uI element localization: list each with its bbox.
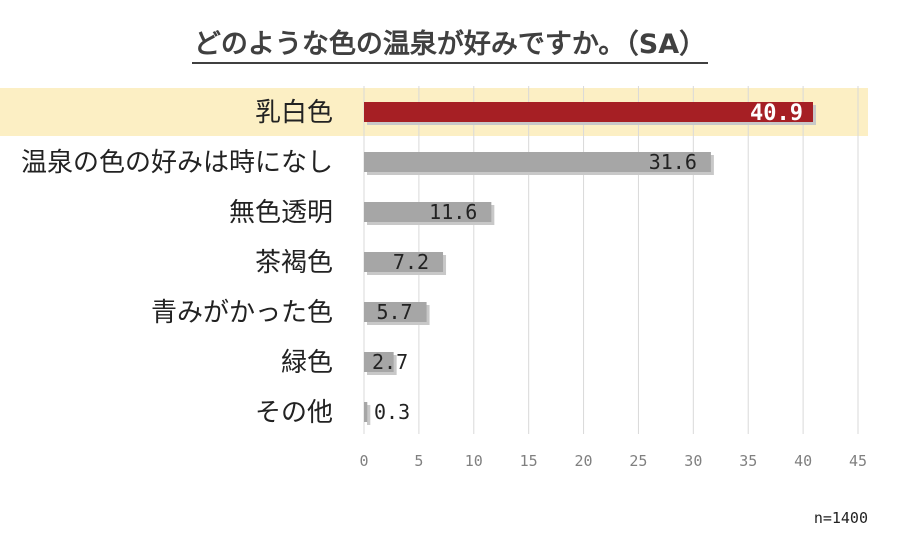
- category-label: 緑色: [281, 348, 333, 378]
- bar: [364, 302, 427, 322]
- x-tick-label: 5: [414, 452, 423, 470]
- category-label: 温泉の色の好みは時になし: [21, 148, 333, 178]
- category-label: 茶褐色: [255, 248, 333, 278]
- bar: [364, 402, 368, 422]
- chart-title-text: どのような色の温泉が好みですか。（SA）: [191, 29, 709, 64]
- bar: [364, 352, 394, 372]
- x-tick-label: 10: [465, 452, 483, 470]
- data-label: 11.6: [429, 200, 477, 224]
- x-tick-label: 15: [520, 452, 538, 470]
- data-label: 31.6: [649, 150, 697, 174]
- x-tick-label: 45: [849, 452, 867, 470]
- data-label: 2.7: [372, 350, 408, 374]
- x-tick-label: 0: [359, 452, 368, 470]
- category-label: 青みがかった色: [151, 298, 333, 328]
- data-label: 40.9: [750, 101, 803, 126]
- x-tick-label: 40: [794, 452, 812, 470]
- bar: [364, 252, 444, 272]
- sample-size-note: n=1400: [813, 509, 868, 527]
- bar: [364, 102, 813, 122]
- data-label: 0.3: [374, 400, 410, 424]
- category-label: 乳白色: [255, 98, 333, 128]
- data-label: 7.2: [393, 250, 429, 274]
- x-tick-label: 20: [575, 452, 593, 470]
- x-tick-label: 25: [629, 452, 647, 470]
- x-tick-label: 35: [739, 452, 757, 470]
- data-label: 5.7: [376, 300, 412, 324]
- bar: [364, 202, 492, 222]
- chart-title: どのような色の温泉が好みですか。（SA）: [0, 22, 900, 64]
- x-tick-label: 30: [684, 452, 702, 470]
- category-label: その他: [255, 398, 333, 428]
- bar-shadow: [367, 405, 371, 425]
- category-label: 無色透明: [229, 198, 333, 228]
- bar: [364, 152, 711, 172]
